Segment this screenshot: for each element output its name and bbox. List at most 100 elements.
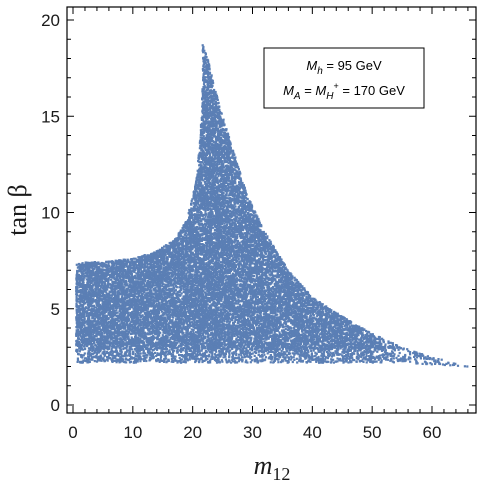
scatter-point (234, 205, 237, 208)
scatter-point (238, 232, 241, 235)
scatter-point (277, 297, 280, 300)
scatter-point (203, 137, 206, 140)
scatter-point (299, 357, 302, 360)
scatter-point (208, 318, 211, 321)
scatter-point (254, 260, 258, 264)
scatter-point (318, 325, 321, 328)
scatter-point (214, 156, 217, 159)
scatter-point (169, 336, 172, 339)
scatter-point (204, 242, 207, 245)
scatter-point (401, 360, 404, 363)
scatter-point (224, 138, 227, 141)
scatter-point (120, 273, 123, 276)
scatter-point (159, 355, 163, 358)
scatter-point (212, 146, 215, 149)
scatter-point (210, 328, 213, 331)
scatter-point (259, 330, 262, 333)
scatter-point (175, 309, 179, 312)
scatter-point (290, 314, 293, 317)
scatter-point (214, 204, 217, 207)
scatter-point (232, 342, 235, 346)
scatter-point (153, 273, 156, 276)
scatter-point (307, 351, 310, 354)
scatter-point (243, 350, 246, 353)
scatter-point (260, 249, 263, 253)
scatter-point (456, 364, 460, 367)
scatter-point (236, 164, 239, 167)
scatter-point (391, 355, 394, 358)
scatter-point (202, 69, 205, 72)
scatter-point (90, 339, 93, 342)
scatter-point (303, 350, 306, 353)
scatter-point (125, 347, 128, 350)
scatter-point (260, 360, 263, 363)
scatter-point (231, 272, 234, 275)
scatter-point (234, 191, 237, 194)
scatter-point (190, 199, 193, 202)
scatter-point (254, 316, 257, 319)
scatter-point (230, 313, 233, 316)
scatter-point (216, 102, 219, 105)
scatter-point (371, 352, 374, 355)
scatter-point (89, 347, 92, 350)
scatter-point (310, 338, 313, 341)
scatter-point (113, 313, 116, 317)
scatter-point (90, 269, 93, 272)
scatter-point (238, 209, 241, 212)
scatter-point (232, 360, 235, 363)
scatter-point (185, 235, 188, 238)
scatter-point (226, 278, 229, 281)
scatter-point (187, 304, 190, 308)
scatter-point (238, 170, 241, 173)
scatter-point (183, 340, 186, 344)
scatter-point (207, 172, 210, 175)
scatter-point (169, 247, 172, 250)
scatter-point (226, 327, 229, 330)
scatter-point (212, 171, 216, 174)
scatter-point (81, 301, 84, 304)
scatter-point (315, 358, 318, 361)
scatter-point (201, 161, 204, 164)
scatter-point (283, 351, 286, 354)
scatter-point (176, 348, 179, 351)
scatter-point (314, 344, 317, 348)
scatter-point (172, 334, 175, 337)
scatter-point (117, 267, 120, 270)
scatter-point (105, 293, 108, 296)
scatter-point (97, 314, 100, 318)
scatter-point (93, 329, 96, 332)
scatter-point (225, 212, 228, 215)
scatter-point (115, 265, 118, 268)
scatter-point (127, 349, 130, 352)
scatter-point (201, 300, 204, 303)
scatter-point (201, 206, 204, 209)
scatter-point (369, 341, 372, 344)
scatter-point (176, 322, 179, 325)
scatter-point (230, 178, 233, 181)
scatter-point (325, 339, 328, 342)
scatter-point (201, 307, 204, 310)
scatter-point (353, 352, 356, 355)
scatter-point (330, 342, 333, 345)
scatter-point (204, 198, 207, 201)
scatter-point (223, 296, 226, 299)
scatter-point (229, 349, 232, 352)
scatter-point (170, 329, 173, 332)
scatter-point (398, 346, 401, 349)
scatter-point (207, 67, 210, 70)
scatter-point (254, 278, 257, 281)
scatter-point (292, 345, 295, 348)
scatter-point (121, 360, 124, 363)
scatter-point (230, 212, 233, 215)
scatter-point (246, 301, 250, 304)
scatter-point (291, 360, 294, 364)
scatter-point (253, 231, 256, 234)
scatter-point (308, 306, 311, 310)
scatter-point (198, 233, 201, 236)
scatter-point (179, 240, 182, 243)
scatter-point (367, 359, 370, 362)
scatter-point (188, 214, 192, 218)
scatter-point (271, 325, 274, 328)
scatter-point (196, 215, 199, 219)
